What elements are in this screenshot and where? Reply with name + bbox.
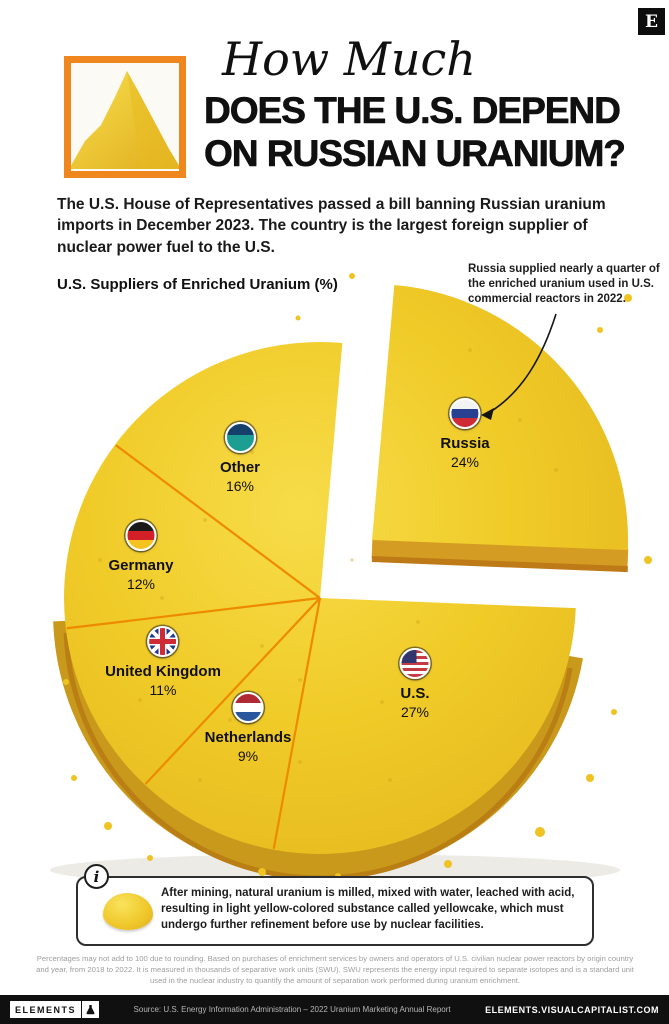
crumb [71, 775, 77, 781]
crumb [147, 855, 153, 861]
slice-name: Germany [108, 557, 174, 574]
cake-texture-speckle [298, 760, 302, 764]
slice-side [371, 539, 629, 570]
slice-name: U.S. [400, 685, 430, 702]
pie-slice-russia [372, 284, 629, 551]
slice-pct: 9% [237, 748, 259, 764]
site-url: ELEMENTS.VISUALCAPITALIST.COM [485, 1004, 659, 1015]
cake-texture-speckle [388, 778, 392, 782]
cake-texture-speckle [160, 596, 164, 600]
info-icon: i [84, 864, 109, 889]
slice-label-us: U.S. 27% [399, 648, 431, 720]
crumb [586, 774, 594, 782]
slice-name: United Kingdom [105, 663, 221, 680]
russia-annotation: Russia supplied nearly a quarter of the … [468, 263, 660, 306]
elements-logo-text: ELEMENTS [15, 1004, 77, 1015]
slice-pct: 11% [149, 682, 177, 698]
slice-pct: 27% [400, 704, 430, 720]
other-globe-icon [224, 422, 256, 453]
slice-crust [371, 556, 628, 573]
slice-pct: 24% [450, 454, 480, 470]
crumb [104, 822, 112, 830]
cake-texture-speckle [416, 620, 420, 624]
uk-flag-icon [147, 626, 179, 657]
slice-pct: 16% [225, 478, 255, 494]
slice-label-netherlands: Netherlands 9% [204, 692, 292, 764]
cake-texture-speckle [138, 698, 142, 702]
germany-flag-icon [125, 520, 157, 551]
footer-bar: ELEMENTS Source: U.S. Energy Information… [0, 995, 669, 1024]
yellowcake-pile-illustration [71, 71, 179, 169]
crumb [349, 273, 355, 279]
us-flag-icon [399, 648, 431, 679]
elements-logo: ELEMENTS [10, 1001, 100, 1018]
crumb [535, 827, 545, 837]
russia-flag-icon [449, 398, 481, 429]
flask-icon [81, 1001, 99, 1018]
source-credit: Source: U.S. Energy Information Administ… [133, 1005, 451, 1014]
cake-texture-speckle [98, 558, 102, 562]
slice-name: Russia [440, 435, 490, 452]
methodology-footnote: Percentages may not add to 100 due to ro… [36, 954, 634, 986]
yellowcake-photo [64, 56, 186, 178]
annotation-arrow [489, 313, 557, 413]
cake-texture-speckle [554, 468, 558, 472]
cake-texture-speckle [260, 644, 264, 648]
cake-texture-speckle [468, 348, 472, 352]
title-line-1: DOES THE U.S. DEPEND [204, 90, 621, 132]
crumb [444, 860, 452, 868]
pie-slice-u-s [273, 598, 576, 854]
intro-paragraph: The U.S. House of Representatives passed… [57, 196, 606, 256]
crumb [611, 709, 617, 715]
yellowcake-info-box [76, 876, 594, 946]
slice-name: Other [219, 459, 261, 476]
slice-name: Netherlands [204, 729, 292, 746]
slice-label-other: Other 16% [220, 422, 260, 494]
netherlands-flag-icon [232, 692, 264, 723]
slice-label-united-kingdom: United Kingdom 11% [105, 626, 221, 698]
chart-title: U.S. Suppliers of Enriched Uranium (%) [57, 276, 338, 293]
cake-texture-speckle [350, 558, 354, 562]
yellowcake-info-text: After mining, natural uranium is milled,… [161, 887, 575, 932]
title-script: How Much [222, 32, 476, 86]
crumb [644, 556, 652, 564]
slice-divider-line [66, 596, 321, 630]
cake-texture-speckle [518, 418, 522, 422]
crumb [295, 315, 301, 321]
slice-label-germany: Germany 12% [108, 520, 174, 592]
cake-texture-speckle [298, 678, 302, 682]
brand-e-logo: E [638, 8, 665, 35]
cake-texture-speckle [198, 778, 202, 782]
crumb [597, 327, 603, 333]
crumb [63, 679, 69, 685]
page-title: DOES THE U.S. DEPEND ON RUSSIAN URANIUM? [204, 90, 626, 176]
cake-texture-speckle [203, 518, 207, 522]
yellowcake-blob-illustration [103, 893, 153, 930]
slice-label-russia: Russia 24% [440, 398, 490, 470]
slice-pct: 12% [126, 576, 156, 592]
title-line-2: ON RUSSIAN URANIUM? [204, 132, 626, 175]
cake-texture-speckle [380, 700, 384, 704]
pie-slice-germany [63, 444, 320, 629]
crumb [258, 868, 266, 876]
